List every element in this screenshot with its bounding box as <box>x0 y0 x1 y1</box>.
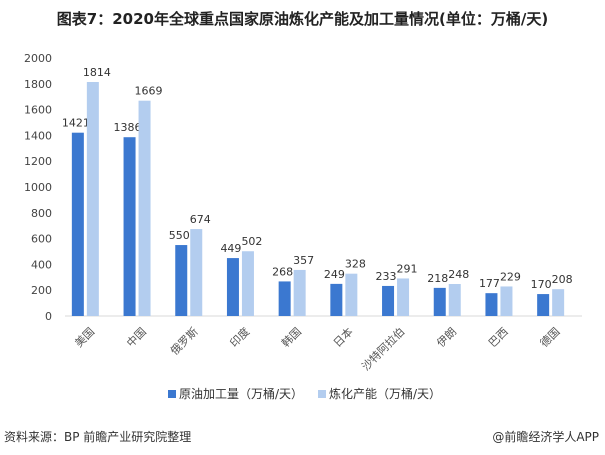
data-label: 291 <box>397 262 418 275</box>
data-label: 248 <box>448 268 469 281</box>
data-label: 357 <box>293 254 314 267</box>
legend-label: 炼化产能（万桶/天） <box>329 386 441 401</box>
legend-swatch <box>168 390 176 398</box>
x-tick-label: 韩国 <box>279 324 304 349</box>
data-label: 1386 <box>114 121 142 134</box>
bar-throughput <box>537 294 550 316</box>
x-tick-label: 伊朗 <box>434 325 459 350</box>
x-tick-label: 沙特阿拉伯 <box>359 324 408 373</box>
bar-capacity <box>190 229 203 316</box>
y-tick-label: 600 <box>31 233 52 246</box>
bar-throughput <box>123 137 136 316</box>
y-tick-label: 2000 <box>24 52 52 65</box>
y-tick-label: 0 <box>45 310 52 323</box>
x-tick-label: 巴西 <box>486 325 511 350</box>
legend-label: 原油加工量（万桶/天） <box>179 386 303 401</box>
bar-throughput <box>226 258 239 316</box>
data-label: 218 <box>427 272 448 285</box>
y-tick-label: 1200 <box>24 155 52 168</box>
data-label: 1814 <box>83 66 111 79</box>
data-label: 502 <box>241 235 262 248</box>
bar-throughput <box>278 281 291 316</box>
y-tick-label: 1000 <box>24 181 52 194</box>
data-label: 170 <box>531 278 552 291</box>
bar-capacity <box>241 251 254 316</box>
data-label: 550 <box>169 229 190 242</box>
x-tick-label: 中国 <box>124 325 149 350</box>
x-tick-label: 美国 <box>72 325 97 350</box>
data-label: 1421 <box>62 117 90 130</box>
data-label: 328 <box>345 258 366 271</box>
bar-throughput <box>485 293 498 316</box>
bar-capacity <box>397 278 410 316</box>
x-tick-label: 日本 <box>330 324 355 349</box>
data-label: 229 <box>500 270 521 283</box>
y-tick-label: 400 <box>31 258 52 271</box>
x-tick-label: 俄罗斯 <box>168 325 201 358</box>
bar-capacity <box>86 81 99 316</box>
y-tick-label: 1400 <box>24 129 52 142</box>
legend-swatch <box>318 390 326 398</box>
data-label: 449 <box>220 242 241 255</box>
bar-capacity <box>138 100 151 316</box>
bar-throughput <box>175 245 188 316</box>
data-label: 208 <box>552 273 573 286</box>
chart-title: 图表7：2020年全球重点国家原油炼化产能及加工量情况(单位：万桶/天) <box>56 10 549 28</box>
y-tick-label: 200 <box>31 284 52 297</box>
y-tick-label: 800 <box>31 207 52 220</box>
credit: @前瞻经济学人APP <box>492 430 599 444</box>
bar-chart: 0 200 400 600 800 1000 1200 1400 1600 1800 2000 142… <box>24 52 582 401</box>
data-label: 233 <box>376 270 397 283</box>
bar-capacity <box>345 273 358 316</box>
bar-throughput <box>433 287 446 316</box>
bar-capacity <box>552 289 565 316</box>
data-label: 1669 <box>135 85 163 98</box>
bar-capacity <box>293 269 306 316</box>
bar-capacity <box>500 286 513 316</box>
x-tick-label: 印度 <box>227 324 252 349</box>
data-label: 177 <box>479 277 500 290</box>
bar-throughput <box>382 285 395 316</box>
y-tick-label: 1800 <box>24 78 52 91</box>
data-label: 268 <box>272 265 293 278</box>
source-note: 资料来源：BP 前瞻产业研究院整理 <box>4 430 192 444</box>
x-tick-label: 德国 <box>537 324 562 349</box>
data-label: 249 <box>324 268 345 281</box>
data-label: 674 <box>190 213 211 226</box>
bar-throughput <box>330 283 343 316</box>
bar-throughput <box>71 132 84 316</box>
y-tick-label: 1600 <box>24 104 52 117</box>
bar-capacity <box>448 284 461 316</box>
